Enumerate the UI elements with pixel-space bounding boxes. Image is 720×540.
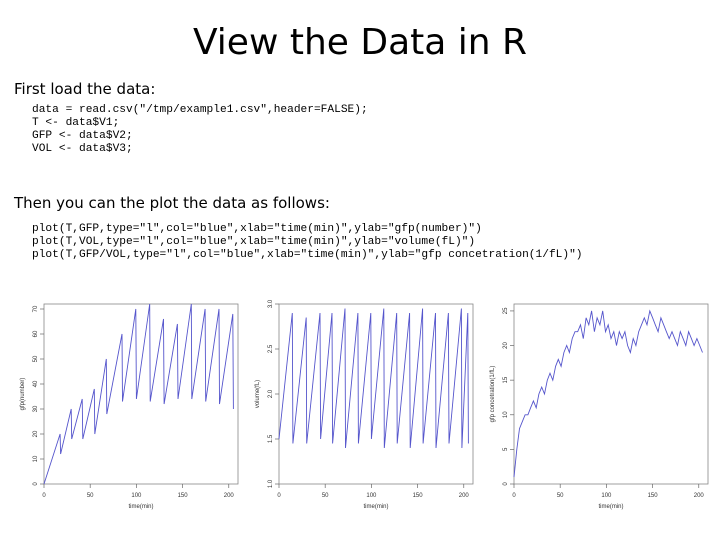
series-line — [513, 309, 703, 478]
y-axis-label: volume(fL) — [255, 380, 261, 408]
slide-title: View the Data in R — [192, 22, 528, 63]
x-tick-label: 50 — [322, 493, 329, 499]
y-tick-label: 25 — [503, 307, 509, 314]
code-line: GFP <- data$V2; — [32, 130, 133, 142]
y-tick-label: 60 — [33, 330, 39, 337]
x-tick-label: 50 — [87, 493, 94, 499]
plot-frame — [513, 303, 709, 485]
series-line — [278, 308, 469, 449]
code-line: plot(T,GFP/VOL,type="l",col="blue",xlab=… — [32, 249, 583, 261]
y-axis-label: gfp(number) — [20, 378, 26, 411]
x-tick-label: 100 — [131, 493, 142, 499]
y-tick-label: 20 — [33, 430, 39, 437]
y-tick-label: 40 — [33, 380, 39, 387]
x-tick-label: 0 — [42, 493, 46, 499]
x-tick-label: 200 — [694, 493, 705, 499]
plot-frame — [43, 303, 239, 485]
y-tick-label: 50 — [33, 355, 39, 362]
code-line: data = read.csv("/tmp/example1.csv",head… — [32, 104, 368, 116]
gfp-concentration-plot: 0 50 100 150 200 0 5 10 15 20 25 time(min) gfp conce… — [490, 303, 709, 510]
load-code-block: data = read.csv("/tmp/example1.csv",head… — [32, 104, 368, 156]
y-tick-label: 0 — [503, 482, 509, 486]
x-axis-label: time(min) — [129, 504, 154, 510]
plots-row: 0 50 100 150 200 0 10 20 30 40 50 60 70 time(min) gfp(… — [18, 296, 718, 516]
x-tick-label: 200 — [459, 493, 470, 499]
y-tick-label: 10 — [33, 455, 39, 462]
y-tick-label: 2.0 — [268, 389, 274, 398]
x-tick-label: 150 — [178, 493, 189, 499]
intro-text: First load the data: — [14, 80, 156, 98]
x-tick-label: 0 — [277, 493, 281, 499]
series-line — [43, 303, 234, 485]
y-tick-label: 5 — [503, 447, 509, 451]
x-tick-label: 150 — [648, 493, 659, 499]
x-tick-label: 0 — [512, 493, 516, 499]
x-tick-label: 150 — [413, 493, 424, 499]
x-axis-label: time(min) — [364, 504, 389, 510]
y-tick-label: 3.0 — [268, 299, 274, 308]
x-tick-label: 100 — [601, 493, 612, 499]
y-tick-label: 15 — [503, 376, 509, 383]
y-axis-label: gfp concetration(1/fL) — [490, 366, 496, 423]
y-tick-label: 20 — [503, 342, 509, 349]
gfp-number-plot: 0 50 100 150 200 0 10 20 30 40 50 60 70 time(min) gfp(… — [20, 303, 239, 510]
y-tick-label: 30 — [33, 405, 39, 412]
code-line: VOL <- data$V3; — [32, 143, 133, 155]
x-axis-label: time(min) — [599, 504, 624, 510]
plot-intro-text: Then you can the plot the data as follow… — [14, 194, 330, 212]
y-tick-label: 10 — [503, 411, 509, 418]
y-tick-label: 0 — [33, 482, 39, 486]
y-tick-label: 70 — [33, 305, 39, 312]
x-tick-label: 50 — [557, 493, 564, 499]
volume-plot: 0 50 100 150 200 1.0 1.5 2.0 2.5 3.0 time(min) volu… — [255, 299, 474, 510]
x-tick-label: 200 — [224, 493, 235, 499]
y-tick-label: 2.5 — [268, 344, 274, 353]
code-line: T <- data$V1; — [32, 117, 120, 129]
y-tick-label: 1.0 — [268, 479, 274, 488]
y-tick-label: 1.5 — [268, 434, 274, 443]
code-line: plot(T,GFP,type="l",col="blue",xlab="tim… — [32, 223, 482, 235]
x-tick-label: 100 — [366, 493, 377, 499]
plot-code-block: plot(T,GFP,type="l",col="blue",xlab="tim… — [32, 223, 583, 262]
code-line: plot(T,VOL,type="l",col="blue",xlab="tim… — [32, 236, 476, 248]
